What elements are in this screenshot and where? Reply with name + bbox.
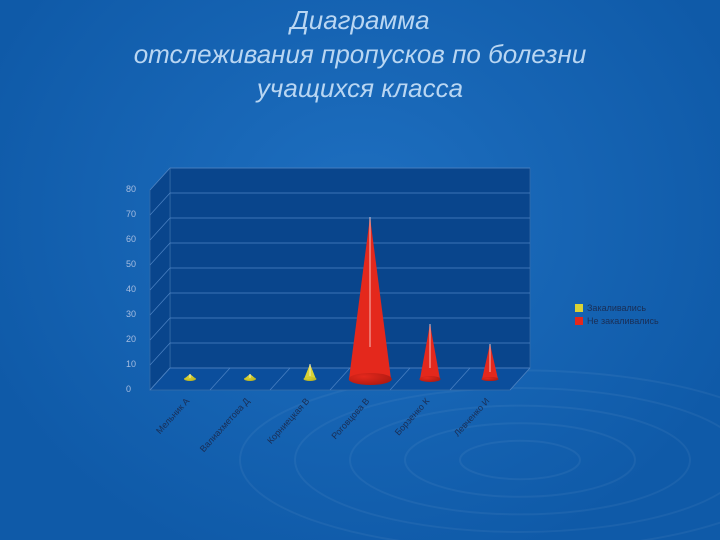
legend-swatch — [575, 317, 583, 325]
chart-legend: Закаливались Не закаливались — [575, 300, 659, 329]
y-axis-tick: 30 — [126, 309, 136, 319]
y-axis-tick: 20 — [126, 334, 136, 344]
chart-title: Диаграмма отслеживания пропусков по боле… — [0, 0, 720, 105]
title-line: Диаграмма — [0, 4, 720, 38]
title-line: учащихся класса — [0, 72, 720, 106]
title-line: отслеживания пропусков по болезни — [0, 38, 720, 72]
legend-item: Закаливались — [575, 303, 659, 313]
legend-label: Не закаливались — [587, 316, 659, 326]
legend-label: Закаливались — [587, 303, 646, 313]
y-axis-tick: 40 — [126, 284, 136, 294]
absence-chart: 01020304050607080Мельник АВалиахметова Д… — [60, 120, 560, 440]
y-axis-tick: 50 — [126, 259, 136, 269]
legend-item: Не закаливались — [575, 316, 659, 326]
y-axis-tick: 70 — [126, 209, 136, 219]
y-axis-tick: 0 — [126, 384, 131, 394]
y-axis-tick: 60 — [126, 234, 136, 244]
y-axis-tick: 80 — [126, 184, 136, 194]
y-axis-tick: 10 — [126, 359, 136, 369]
legend-swatch — [575, 304, 583, 312]
